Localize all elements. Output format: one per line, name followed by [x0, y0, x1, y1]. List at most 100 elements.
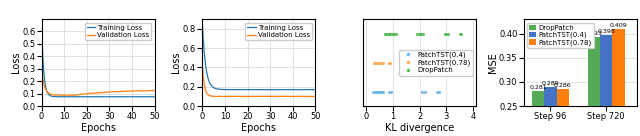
Legend: DropPatch, PatchTST(0.4), PatchTST(0.78): DropPatch, PatchTST(0.4), PatchTST(0.78): [527, 23, 593, 48]
Training Loss: [151, 96, 159, 98]
Y-axis label: MSE: MSE: [488, 52, 497, 73]
Point: [368, 90, 378, 93]
Training Loss: [148, 96, 156, 98]
X-axis label: KL divergence: KL divergence: [385, 123, 454, 133]
Training Loss: [131, 96, 138, 98]
Point: [440, 33, 450, 35]
Point: [374, 61, 384, 64]
Text: 0.398: 0.398: [597, 29, 615, 34]
Validation Loss: [106, 91, 113, 93]
Validation Loss: [151, 90, 159, 92]
Point: [369, 90, 380, 93]
Validation Loss: [198, 61, 206, 62]
Point: [383, 61, 394, 64]
Validation Loss: [252, 96, 260, 97]
Point: [419, 61, 429, 64]
Validation Loss: [92, 92, 100, 94]
Validation Loss: [312, 96, 319, 97]
Validation Loss: [131, 90, 138, 92]
Validation Loss: [253, 96, 261, 97]
Point: [385, 90, 396, 93]
Text: 0.281: 0.281: [529, 85, 547, 90]
Point: [372, 61, 383, 64]
Point: [412, 33, 422, 35]
Bar: [600, 35, 612, 136]
Training Loss: [266, 89, 273, 90]
Point: [372, 90, 382, 93]
Point: [374, 90, 384, 93]
Validation Loss: [253, 96, 260, 97]
Point: [381, 33, 392, 35]
Validation Loss: [99, 92, 107, 93]
Point: [443, 33, 453, 35]
Point: [415, 33, 425, 35]
Point: [455, 33, 465, 35]
Training Loss: [105, 96, 113, 98]
Point: [388, 33, 398, 35]
Validation Loss: [266, 95, 274, 97]
Training Loss: [38, 24, 45, 26]
Validation Loss: [92, 92, 99, 94]
Training Loss: [92, 96, 99, 98]
Point: [441, 33, 451, 35]
Bar: [612, 29, 625, 136]
Point: [370, 61, 380, 64]
Line: Validation Loss: Validation Loss: [42, 70, 155, 95]
X-axis label: Epochs: Epochs: [241, 123, 276, 133]
Point: [432, 90, 442, 93]
Point: [369, 61, 379, 64]
Legend: PatchTST(0.4), PatchTST(0.78), DropPatch: PatchTST(0.4), PatchTST(0.78), DropPatch: [399, 50, 473, 75]
Training Loss: [312, 89, 319, 90]
Line: Validation Loss: Validation Loss: [202, 62, 316, 97]
Point: [434, 90, 444, 93]
Point: [389, 33, 399, 35]
X-axis label: Epochs: Epochs: [81, 123, 116, 133]
Text: 0.393: 0.393: [585, 31, 603, 36]
Point: [384, 33, 394, 35]
Point: [380, 33, 390, 35]
Point: [383, 33, 393, 35]
Text: 0.289: 0.289: [541, 81, 559, 86]
Point: [378, 90, 388, 93]
Point: [385, 33, 396, 35]
Point: [420, 61, 431, 64]
Bar: [588, 37, 600, 136]
Training Loss: [198, 21, 206, 23]
Training Loss: [99, 96, 107, 98]
Point: [378, 61, 388, 64]
Point: [416, 33, 426, 35]
Point: [371, 90, 381, 93]
Training Loss: [291, 89, 299, 90]
Text: 0.409: 0.409: [609, 23, 627, 28]
Text: 0.286: 0.286: [554, 83, 572, 88]
Training Loss: [92, 96, 100, 98]
Point: [417, 90, 428, 93]
Legend: Training Loss, Validation Loss: Training Loss, Validation Loss: [84, 23, 151, 40]
Line: Training Loss: Training Loss: [202, 22, 316, 90]
Point: [416, 61, 426, 64]
Point: [375, 90, 385, 93]
Bar: [557, 89, 569, 136]
Validation Loss: [67, 95, 75, 96]
Bar: [544, 87, 557, 136]
Y-axis label: Loss: Loss: [172, 52, 181, 73]
Y-axis label: Loss: Loss: [11, 52, 20, 73]
Point: [420, 90, 430, 93]
Point: [375, 61, 385, 64]
Point: [385, 61, 395, 64]
Point: [418, 33, 428, 35]
Training Loss: [253, 89, 260, 90]
Point: [387, 33, 397, 35]
Validation Loss: [291, 96, 299, 97]
Validation Loss: [309, 96, 317, 97]
Point: [377, 61, 387, 64]
Training Loss: [252, 89, 260, 90]
Legend: Training Loss, Validation Loss: Training Loss, Validation Loss: [245, 23, 312, 40]
Training Loss: [260, 89, 268, 90]
Line: Training Loss: Training Loss: [42, 25, 155, 97]
Validation Loss: [38, 69, 45, 71]
Validation Loss: [148, 90, 156, 91]
Training Loss: [309, 89, 317, 90]
Training Loss: [118, 96, 125, 98]
Point: [376, 90, 387, 93]
